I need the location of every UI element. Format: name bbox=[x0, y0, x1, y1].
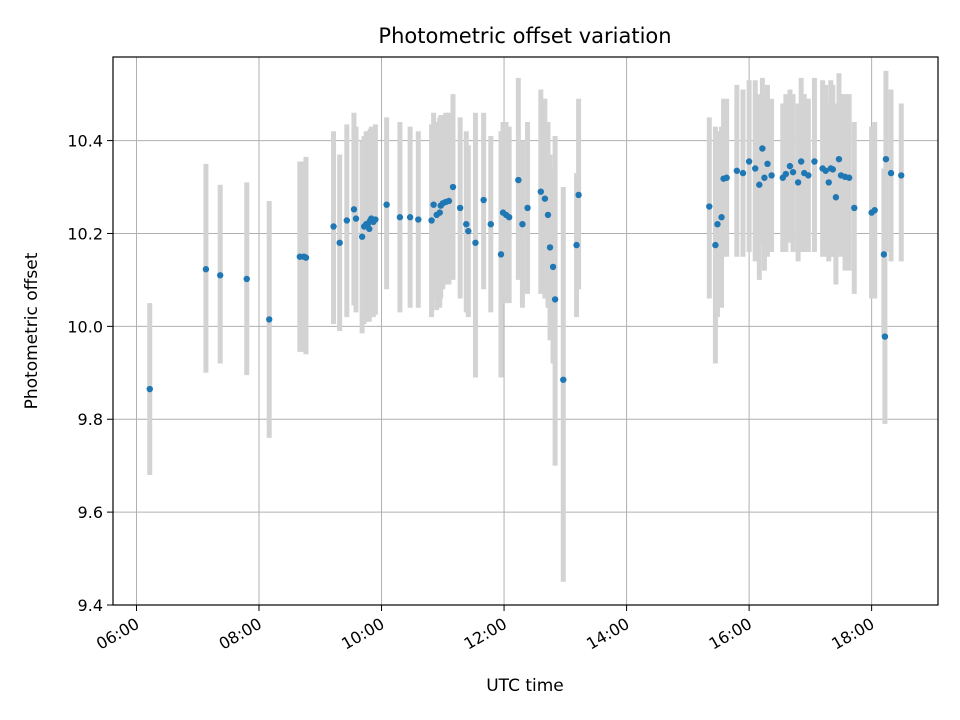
data-point bbox=[739, 169, 747, 177]
data-points bbox=[146, 145, 905, 393]
y-axis-label: Photometric offset bbox=[22, 252, 42, 409]
data-point bbox=[745, 158, 753, 165]
data-point bbox=[573, 241, 580, 249]
data-point bbox=[372, 216, 379, 223]
data-point bbox=[336, 239, 343, 246]
data-point bbox=[756, 181, 763, 188]
data-point bbox=[898, 172, 905, 179]
data-point bbox=[752, 165, 759, 172]
data-point bbox=[794, 179, 802, 186]
data-point bbox=[396, 214, 404, 221]
data-point bbox=[811, 158, 818, 165]
data-point bbox=[343, 217, 351, 224]
data-point bbox=[358, 233, 366, 240]
data-point bbox=[463, 220, 470, 228]
data-point bbox=[768, 172, 775, 179]
data-point bbox=[217, 272, 224, 279]
data-point bbox=[560, 376, 567, 383]
data-point bbox=[546, 244, 554, 251]
data-point bbox=[541, 195, 549, 202]
data-point bbox=[714, 220, 721, 228]
data-point bbox=[519, 220, 526, 228]
data-point bbox=[761, 174, 768, 181]
data-point bbox=[436, 209, 443, 216]
data-point bbox=[825, 179, 832, 186]
data-point bbox=[733, 167, 741, 174]
data-point bbox=[515, 176, 522, 184]
data-point bbox=[718, 214, 725, 221]
data-point bbox=[549, 263, 557, 271]
y-tick-label: 10.0 bbox=[67, 317, 103, 336]
data-point bbox=[445, 197, 453, 205]
data-point bbox=[835, 155, 843, 163]
data-point bbox=[851, 204, 858, 212]
data-point bbox=[406, 214, 414, 221]
data-point bbox=[832, 194, 840, 201]
data-point bbox=[829, 166, 837, 173]
data-point bbox=[366, 225, 373, 233]
data-point bbox=[146, 385, 153, 393]
data-point bbox=[243, 275, 250, 283]
y-tick-label: 9.6 bbox=[78, 503, 103, 522]
data-point bbox=[350, 206, 358, 213]
data-point bbox=[723, 174, 730, 181]
data-point bbox=[786, 162, 794, 170]
data-point bbox=[428, 217, 435, 224]
chart-title: Photometric offset variation bbox=[378, 24, 671, 48]
data-point bbox=[712, 241, 719, 249]
data-point bbox=[759, 145, 766, 152]
data-point bbox=[430, 201, 437, 208]
data-point bbox=[822, 167, 829, 174]
data-point bbox=[472, 239, 479, 246]
data-point bbox=[575, 191, 582, 199]
data-point bbox=[415, 216, 422, 223]
data-point bbox=[871, 207, 878, 214]
data-point bbox=[537, 188, 545, 195]
data-point bbox=[487, 220, 494, 228]
data-point bbox=[505, 214, 513, 221]
data-point bbox=[302, 254, 310, 261]
data-point bbox=[706, 203, 713, 210]
y-tick-label: 9.8 bbox=[78, 410, 103, 429]
data-point bbox=[497, 251, 505, 258]
data-point bbox=[551, 296, 559, 303]
data-point bbox=[266, 316, 273, 323]
data-point bbox=[789, 168, 797, 176]
data-point bbox=[882, 155, 890, 163]
x-axis-label: UTC time bbox=[486, 676, 564, 696]
data-point bbox=[524, 204, 531, 212]
data-point bbox=[330, 223, 337, 230]
data-point bbox=[782, 170, 790, 178]
data-point bbox=[805, 172, 812, 179]
y-tick-label: 9.4 bbox=[78, 596, 103, 615]
data-point bbox=[465, 227, 472, 235]
y-axis-ticks: 9.4 9.6 9.8 10.0 10.2 10.4 bbox=[67, 132, 113, 615]
data-point bbox=[797, 158, 805, 165]
data-point bbox=[845, 174, 853, 181]
data-point bbox=[887, 169, 895, 177]
data-point bbox=[880, 251, 888, 258]
data-point bbox=[764, 160, 771, 168]
data-point bbox=[544, 211, 552, 219]
data-point bbox=[881, 333, 889, 340]
data-point bbox=[383, 201, 390, 208]
data-point bbox=[352, 215, 360, 222]
data-point bbox=[202, 266, 210, 273]
plot-frame bbox=[112, 56, 939, 606]
y-tick-label: 10.2 bbox=[67, 224, 103, 243]
data-point bbox=[480, 196, 487, 204]
y-tick-label: 10.4 bbox=[67, 132, 103, 151]
data-point bbox=[456, 204, 464, 212]
data-point bbox=[449, 183, 457, 191]
